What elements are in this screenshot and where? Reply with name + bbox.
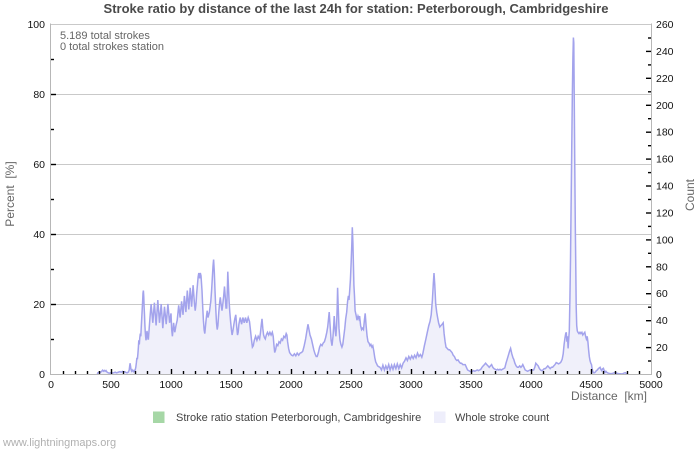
svg-text:0: 0 [656, 369, 662, 381]
svg-text:80: 80 [656, 261, 668, 273]
svg-text:0: 0 [48, 379, 54, 391]
svg-text:4500: 4500 [579, 379, 603, 391]
svg-text:100: 100 [27, 19, 45, 31]
svg-text:2500: 2500 [339, 379, 363, 391]
svg-text:20: 20 [33, 299, 45, 311]
svg-text:140: 140 [656, 181, 674, 193]
svg-text:240: 240 [656, 46, 674, 58]
svg-text:120: 120 [656, 208, 674, 220]
svg-text:60: 60 [656, 288, 668, 300]
svg-text:1000: 1000 [159, 379, 183, 391]
svg-text:40: 40 [33, 229, 45, 241]
svg-text:Count: Count [683, 178, 697, 211]
svg-text:3500: 3500 [459, 379, 483, 391]
svg-text:0 total strokes station: 0 total strokes station [60, 41, 164, 53]
svg-text:Stroke ratio by distance of th: Stroke ratio by distance of the last 24h… [104, 1, 609, 16]
svg-text:1500: 1500 [219, 379, 243, 391]
svg-text:2000: 2000 [279, 379, 303, 391]
svg-text:Stroke ratio station Peterboro: Stroke ratio station Peterborough, Cambr… [176, 412, 421, 424]
svg-text:20: 20 [656, 342, 668, 354]
svg-text:www.lightningmaps.org: www.lightningmaps.org [2, 437, 116, 449]
svg-text:260: 260 [656, 19, 674, 31]
svg-text:5.189 total strokes: 5.189 total strokes [60, 30, 150, 42]
svg-text:180: 180 [656, 127, 674, 139]
svg-text:160: 160 [656, 154, 674, 166]
svg-text:Distance [km]: Distance [km] [571, 389, 647, 403]
svg-text:0: 0 [39, 369, 45, 381]
svg-text:5000: 5000 [639, 379, 663, 391]
svg-text:Percent [%]: Percent [%] [3, 161, 17, 226]
svg-text:220: 220 [656, 73, 674, 85]
svg-text:Whole stroke count: Whole stroke count [455, 412, 549, 424]
svg-text:3000: 3000 [399, 379, 423, 391]
svg-text:200: 200 [656, 100, 674, 112]
svg-text:500: 500 [102, 379, 120, 391]
svg-text:80: 80 [33, 89, 45, 101]
svg-text:60: 60 [33, 159, 45, 171]
svg-text:100: 100 [656, 234, 674, 246]
svg-text:4000: 4000 [519, 379, 543, 391]
svg-text:40: 40 [656, 315, 668, 327]
